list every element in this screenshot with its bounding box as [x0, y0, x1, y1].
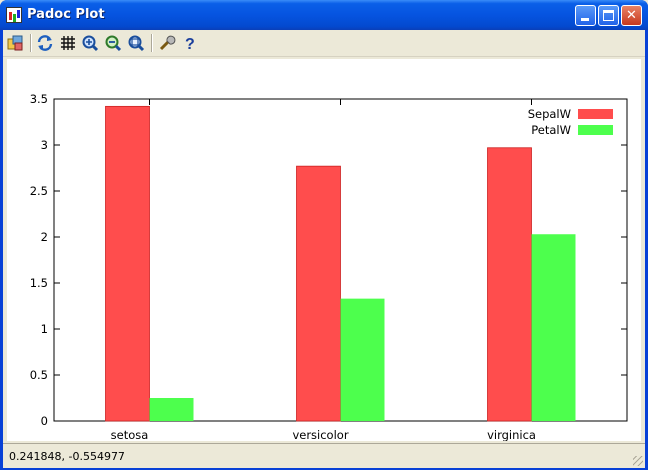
svg-text:?: ? [185, 36, 195, 52]
bar-sepalw-versicolor [296, 165, 341, 422]
zoom-out-icon [105, 35, 122, 52]
y-tick-label: 1.5 [30, 276, 48, 290]
zoom-in-icon [82, 35, 99, 52]
status-bar: 0.241848, -0.554977 [3, 443, 645, 468]
help-icon: ? [185, 36, 195, 52]
bar-sepalw-setosa [105, 105, 150, 422]
y-tick-label: 0.5 [30, 368, 48, 382]
y-tick-label: 2.5 [30, 184, 48, 198]
legend-swatch-petalw [578, 125, 613, 135]
cursor-coordinates: 0.241848, -0.554977 [9, 450, 125, 463]
bar-chart: 0 0.5 1 1.5 2 2.5 3 3.5 setosa versicolor virginic… [30, 92, 628, 468]
toolbar: ? [3, 30, 645, 57]
legend-label-sepalw: SepalW [528, 107, 571, 121]
zoom-fit-icon [128, 35, 145, 52]
zoom-out-button[interactable] [104, 34, 122, 52]
x-tick-label: virginica [487, 428, 536, 441]
settings-button[interactable] [158, 34, 176, 52]
resize-grip[interactable] [633, 456, 643, 466]
bar-petalw-virginica [531, 234, 576, 421]
plot-area[interactable]: 0 0.5 1 1.5 2 2.5 3 3.5 setosa versicolor virginic… [7, 59, 641, 468]
y-tick-label: 3.5 [30, 92, 48, 106]
grid-button[interactable] [59, 34, 77, 52]
maximize-icon [603, 10, 614, 21]
minimize-button[interactable] [575, 5, 596, 26]
toolbar-separator [151, 34, 153, 52]
y-tick-label: 3 [41, 138, 48, 152]
help-button[interactable]: ? [181, 34, 199, 52]
close-button[interactable]: ✕ [621, 5, 642, 26]
open-icon [7, 35, 23, 51]
legend-swatch-sepalw [578, 109, 613, 119]
client-area: ? 0 0.5 1 1.5 2 2.5 3 3.5 setosa versicolor virgin… [3, 30, 645, 468]
grid-icon [61, 36, 75, 50]
close-icon: ✕ [626, 8, 637, 23]
refresh-icon [37, 35, 53, 51]
app-icon [6, 7, 22, 23]
x-tick-label: setosa [111, 428, 149, 441]
bar-sepalw-virginica [487, 147, 532, 422]
zoom-in-button[interactable] [81, 34, 99, 52]
x-tick-label: versicolor [292, 428, 348, 441]
settings-icon [159, 35, 176, 51]
bar-petalw-versicolor [340, 298, 385, 421]
open-button[interactable] [6, 34, 24, 52]
toolbar-separator [30, 34, 32, 52]
y-tick-label: 0 [41, 414, 48, 428]
zoom-fit-button[interactable] [127, 34, 145, 52]
minimize-icon [581, 18, 589, 21]
legend-label-petalw: PetalW [531, 123, 571, 137]
window-title: Padoc Plot [27, 7, 105, 22]
title-bar[interactable]: Padoc Plot ✕ [0, 0, 648, 30]
y-tick-label: 1 [41, 322, 48, 336]
refresh-button[interactable] [36, 34, 54, 52]
maximize-button[interactable] [598, 5, 619, 26]
y-tick-label: 2 [41, 230, 48, 244]
bar-petalw-setosa [149, 398, 194, 421]
